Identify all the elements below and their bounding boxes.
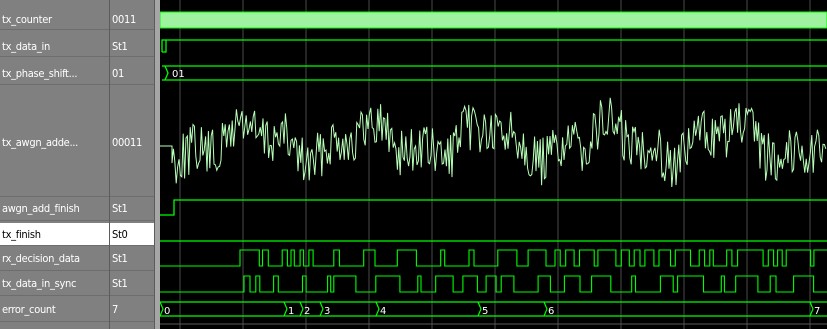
error-count-label: 3 bbox=[324, 306, 330, 317]
signal-name-counter[interactable]: tx_counter bbox=[2, 12, 52, 26]
row-separator bbox=[110, 29, 154, 30]
row-separator bbox=[110, 321, 154, 322]
signal-value-panel: 0011 St1 01 00011 St1 St0 St1 St1 7 bbox=[110, 0, 155, 329]
row-separator bbox=[0, 84, 109, 85]
row-separator bbox=[0, 321, 109, 322]
error-count-label: 7 bbox=[814, 306, 820, 317]
error-bus-transition bbox=[543, 301, 548, 317]
data-in-trace bbox=[161, 39, 827, 52]
error-count-label: 1 bbox=[288, 306, 294, 317]
data-in-edge bbox=[162, 40, 167, 53]
signal-value-decision-data[interactable]: St1 bbox=[112, 251, 128, 265]
error-count-label: 0 bbox=[164, 306, 170, 317]
signal-value-counter[interactable]: 0011 bbox=[112, 12, 136, 26]
signal-name-data-in[interactable]: tx_data_in bbox=[2, 39, 50, 53]
row-separator bbox=[0, 220, 109, 221]
signal-name-awgn-added[interactable]: tx_awgn_adde... bbox=[2, 135, 78, 149]
signal-name-panel: tx_counter tx_data_in tx_phase_shift... tx_… bbox=[0, 0, 110, 329]
signal-name-finish[interactable]: tx_finish bbox=[0, 223, 109, 245]
row-separator bbox=[0, 56, 109, 57]
signal-name-decision-data[interactable]: rx_decision_data bbox=[2, 251, 80, 265]
error-bus-transition bbox=[477, 301, 482, 317]
signal-value-finish[interactable]: St0 bbox=[110, 223, 154, 245]
waveform-canvas[interactable]: 010 1 2 3 4 5 6 7 bbox=[160, 0, 827, 329]
signal-name-awgn-add-finish[interactable]: awgn_add_finish bbox=[2, 201, 80, 215]
error-bus-transition bbox=[283, 301, 288, 317]
signal-value-awgn-add-finish[interactable]: St1 bbox=[112, 201, 128, 215]
phase-bus-label: 01 bbox=[172, 69, 185, 80]
row-separator bbox=[110, 295, 154, 296]
phase-bus-transition bbox=[164, 65, 169, 81]
error-bus-transition bbox=[375, 301, 380, 317]
signal-name-error-count[interactable]: error_count bbox=[2, 302, 56, 316]
signal-value-data-in-sync[interactable]: St1 bbox=[112, 276, 128, 290]
row-separator bbox=[0, 196, 109, 197]
row-separator bbox=[110, 56, 154, 57]
error-count-label: 6 bbox=[548, 306, 554, 317]
row-separator bbox=[110, 84, 154, 85]
error-bus-transition bbox=[160, 301, 164, 317]
signal-name-phase-shift[interactable]: tx_phase_shift... bbox=[2, 66, 78, 80]
error-bus-transition bbox=[299, 301, 304, 317]
row-separator bbox=[0, 29, 109, 30]
row-separator bbox=[0, 295, 109, 296]
row-separator bbox=[110, 245, 154, 246]
signal-value-phase-shift[interactable]: 01 bbox=[112, 66, 124, 80]
row-separator bbox=[110, 196, 154, 197]
row-separator bbox=[110, 220, 154, 221]
waveform-window[interactable]: 01 0 1 2 3 4 5 6 7 bbox=[160, 0, 827, 329]
signal-value-error-count[interactable]: 7 bbox=[112, 302, 118, 316]
row-separator bbox=[0, 245, 109, 246]
error-count-label: 2 bbox=[304, 306, 310, 317]
counter-bus bbox=[160, 11, 827, 29]
awgn-finish-trace bbox=[160, 199, 827, 216]
error-bus-transition bbox=[809, 301, 814, 317]
signal-value-awgn-added[interactable]: 00011 bbox=[112, 135, 142, 149]
awgn-analog-trace bbox=[160, 97, 827, 188]
error-bus-transition bbox=[319, 301, 324, 317]
signal-value-data-in[interactable]: St1 bbox=[112, 39, 128, 53]
row-separator bbox=[0, 270, 109, 271]
row-separator bbox=[110, 270, 154, 271]
signal-name-data-in-sync[interactable]: tx_data_in_sync bbox=[2, 276, 77, 290]
decision-data-trace bbox=[160, 249, 827, 267]
panel-splitter[interactable] bbox=[155, 0, 160, 329]
data-in-sync-trace bbox=[160, 275, 827, 293]
error-count-label: 4 bbox=[380, 306, 386, 317]
error-count-label: 5 bbox=[482, 306, 488, 317]
